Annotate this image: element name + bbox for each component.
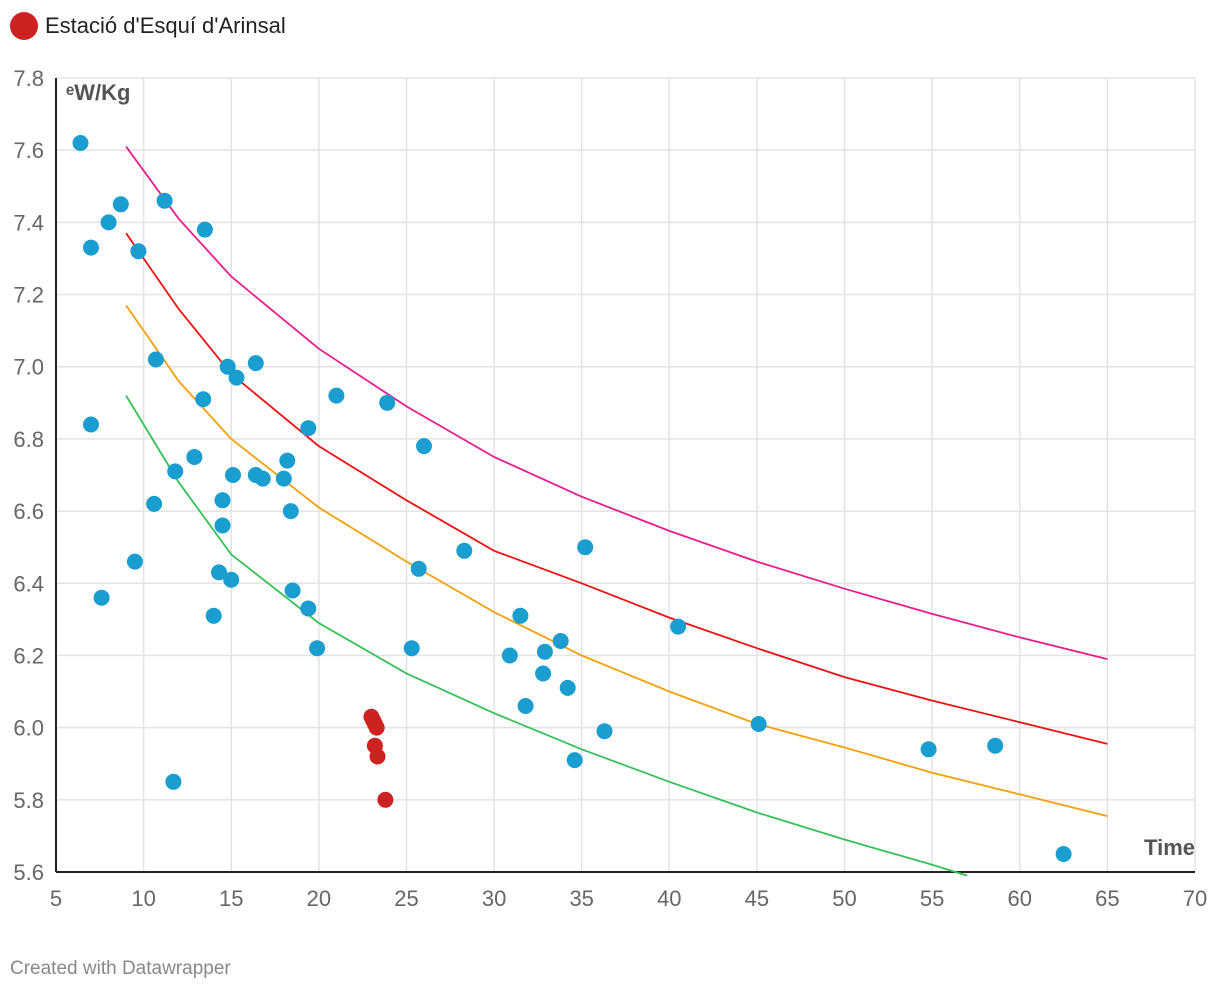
- climb-point: [501, 647, 518, 664]
- reference-curve: [125, 232, 1108, 745]
- climb-point: [279, 452, 296, 469]
- climb-point: [920, 741, 937, 758]
- climb-point: [146, 495, 163, 512]
- y-tick-label: 7.4: [13, 210, 44, 235]
- climb-point: [156, 192, 173, 209]
- climb-point: [72, 135, 89, 151]
- climb-point: [577, 539, 594, 556]
- climb-point: [223, 571, 240, 588]
- arinsal-point: [369, 748, 386, 765]
- climb-point: [247, 355, 264, 372]
- x-tick-label: 15: [219, 886, 243, 911]
- x-tick-label: 10: [131, 886, 155, 911]
- x-tick-label: 25: [394, 886, 418, 911]
- x-tick-label: 20: [307, 886, 331, 911]
- y-tick-label: 5.6: [13, 860, 44, 885]
- arinsal-point: [368, 719, 385, 736]
- climb-point: [126, 553, 143, 570]
- climb-point: [165, 773, 182, 790]
- climb-point: [83, 416, 99, 433]
- x-tick-label: 5: [50, 886, 62, 911]
- climb-point: [403, 640, 420, 657]
- y-tick-label: 6.4: [13, 571, 44, 596]
- climb-point: [112, 196, 129, 213]
- climb-point: [535, 665, 552, 682]
- arinsal-point: [377, 791, 394, 808]
- climb-point: [517, 698, 534, 714]
- climb-point: [379, 394, 396, 411]
- climb-point: [225, 467, 241, 483]
- y-tick-label: 7.0: [13, 355, 44, 380]
- climb-point: [254, 470, 271, 487]
- x-tick-label: 45: [745, 886, 769, 911]
- grid: [56, 77, 1196, 872]
- climb-point: [228, 369, 245, 386]
- axes: 5 10 15 20 25 30 35 40 45 50 55 60 65 70 5.6 5.8 6.0 6.2 6…: [13, 66, 1207, 911]
- climb-point: [214, 517, 231, 534]
- climb-point: [512, 607, 529, 624]
- climb-point: [416, 438, 432, 455]
- climb-point: [750, 716, 767, 732]
- climb-point: [670, 618, 687, 635]
- x-tick-label: 50: [832, 886, 856, 911]
- climb-point: [100, 214, 117, 231]
- x-tick-label: 65: [1095, 886, 1119, 911]
- climb-point: [559, 679, 576, 696]
- climb-point: [186, 449, 203, 465]
- climb-point: [987, 737, 1004, 754]
- climb-point: [196, 221, 213, 238]
- reference-curve: [125, 146, 1108, 660]
- reference-curve: [125, 395, 968, 877]
- x-axis-title: Time: [1144, 835, 1195, 860]
- climb-point: [328, 387, 345, 404]
- x-tick-label: 55: [920, 886, 944, 911]
- climb-point: [536, 643, 553, 660]
- climb-point: [93, 589, 110, 606]
- x-tick-label: 30: [482, 886, 506, 911]
- y-tick-label: 7.2: [13, 283, 44, 308]
- climb-point: [309, 640, 326, 657]
- x-tick-label: 40: [657, 886, 681, 911]
- y-tick-label: 5.8: [13, 788, 44, 813]
- y-tick-label: 6.8: [13, 427, 44, 452]
- climb-point: [205, 607, 222, 624]
- climb-point: [195, 391, 212, 408]
- y-axis-title: ᵉW/Kg: [66, 80, 130, 105]
- climb-point: [275, 470, 292, 487]
- data-points: [72, 135, 1072, 862]
- x-tick-label: 60: [1008, 886, 1032, 911]
- climb-point: [130, 243, 147, 260]
- legend-label: Estació d'Esquí d'Arinsal: [45, 13, 286, 38]
- footer-credit: Created with Datawrapper: [10, 958, 231, 979]
- climb-point: [300, 600, 317, 617]
- climb-point: [284, 582, 301, 599]
- climb-point: [596, 723, 613, 740]
- climb-point: [83, 239, 99, 256]
- y-tick-label: 6.0: [13, 716, 44, 741]
- y-tick-label: 6.2: [13, 643, 44, 668]
- climb-point: [456, 542, 473, 559]
- y-tick-label: 7.8: [13, 66, 44, 91]
- x-tick-label: 70: [1183, 886, 1207, 911]
- reference-curve: [125, 304, 1108, 817]
- climb-point: [410, 560, 427, 577]
- climb-point: [282, 503, 299, 520]
- climb-point: [1055, 846, 1072, 862]
- climb-point: [552, 633, 569, 649]
- climb-point: [147, 351, 164, 368]
- climb-point: [214, 492, 231, 509]
- x-tick-label: 35: [569, 886, 593, 911]
- climb-point: [167, 463, 184, 480]
- legend-marker: [10, 12, 38, 40]
- climb-point: [219, 358, 236, 375]
- climb-point: [566, 752, 583, 769]
- legend: Estació d'Esquí d'Arinsal: [10, 12, 286, 40]
- y-tick-label: 6.6: [13, 499, 44, 524]
- climb-point: [211, 564, 227, 581]
- y-tick-label: 7.6: [13, 138, 44, 163]
- climb-point: [300, 420, 317, 437]
